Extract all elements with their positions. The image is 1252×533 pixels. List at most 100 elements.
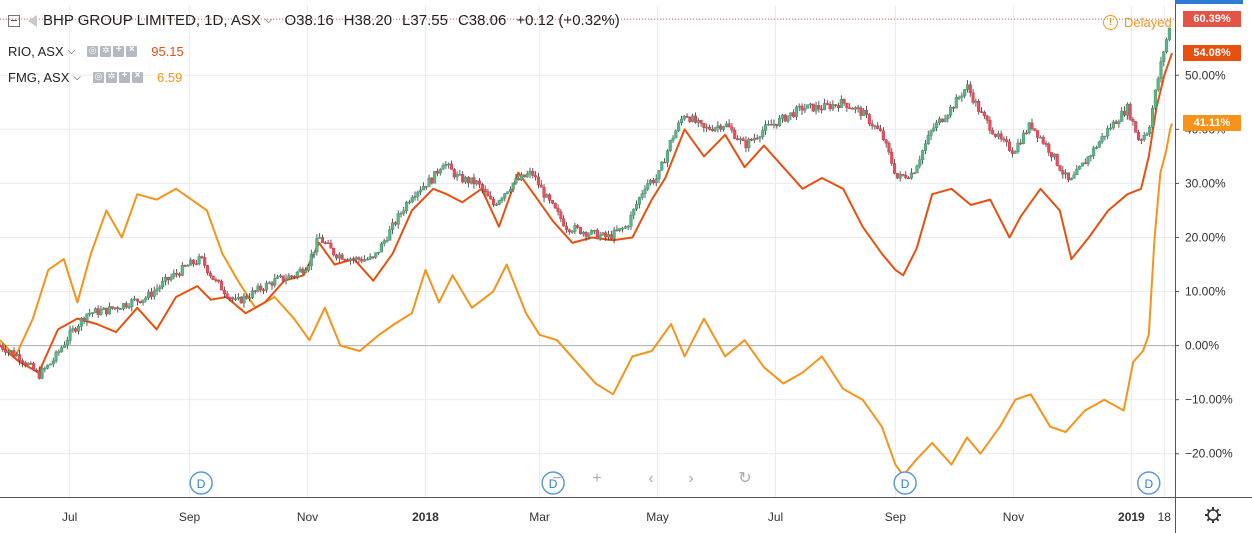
scroll-right-icon[interactable]: › — [688, 470, 694, 487]
candle-body — [595, 229, 599, 239]
dividend-marker[interactable]: D — [541, 471, 565, 495]
candle-body — [391, 222, 395, 230]
candle-body — [842, 99, 846, 104]
candle-body — [441, 165, 445, 170]
settings-gear-icon[interactable] — [1205, 507, 1221, 523]
candle-body — [794, 106, 798, 117]
candle-body — [281, 275, 285, 281]
candle-body — [469, 177, 473, 184]
candle-body — [323, 242, 327, 244]
dividend-marker[interactable]: D — [893, 471, 917, 495]
reset-icon[interactable]: ↻ — [738, 470, 752, 487]
delayed-indicator[interactable]: ! Delayed — [1103, 15, 1172, 30]
candle-body — [1159, 61, 1163, 79]
candle-body — [500, 197, 504, 201]
candle-body — [259, 285, 263, 291]
candle-body — [1117, 121, 1121, 125]
candle-body — [587, 233, 591, 237]
candle-body — [1078, 166, 1082, 170]
candle-body — [937, 118, 941, 123]
candle-body — [578, 227, 583, 235]
candle-body — [1151, 107, 1155, 128]
candle-body — [573, 225, 577, 232]
chevron-down-icon[interactable]: ⌵ — [73, 72, 81, 83]
candle-body — [152, 290, 156, 297]
marker-circle — [189, 471, 213, 495]
candle-body — [1092, 147, 1096, 156]
candle-body — [76, 325, 81, 332]
candle-body — [979, 111, 984, 113]
candle-body — [278, 275, 282, 278]
time-axis[interactable]: Jul Sep Nov 2018 Mar May Jul Sep Nov 2019 18 — [62, 510, 1171, 524]
candle-body — [149, 291, 153, 297]
candle-body — [119, 308, 123, 310]
candle-body — [778, 118, 782, 127]
y-tick-label: 0.00% — [1185, 339, 1219, 353]
candle-body — [929, 130, 933, 136]
candle-body — [99, 309, 103, 315]
flag-icon[interactable] — [28, 14, 37, 27]
candle-body — [954, 97, 958, 109]
candle-body — [562, 218, 566, 227]
candle-body — [733, 130, 737, 139]
gear-icon[interactable] — [100, 45, 112, 57]
chevron-down-icon[interactable]: ⌵ — [264, 15, 273, 26]
compare-symbol[interactable]: RIO, ASX — [8, 44, 64, 59]
symbol-title[interactable]: BHP GROUP LIMITED, 1D, ASX — [43, 12, 261, 29]
collapse-icon[interactable] — [8, 14, 20, 27]
candle-body — [525, 173, 529, 178]
candle-body — [716, 125, 720, 129]
zoom-out-icon[interactable]: − — [552, 470, 562, 487]
candle-body — [203, 257, 207, 266]
price-axis[interactable]: 50.00%40.00%30.00%20.00%10.00%0.00%−10.0… — [1175, 68, 1233, 461]
candle-body — [205, 265, 210, 274]
candle-body — [1122, 110, 1127, 116]
candle-body — [1136, 132, 1141, 140]
close-icon[interactable] — [132, 70, 143, 83]
candle-body — [940, 118, 944, 123]
candle-body — [649, 179, 653, 184]
zoom-in-icon[interactable]: + — [592, 470, 602, 487]
warning-icon: ! — [1103, 15, 1118, 30]
gear-icon[interactable] — [106, 71, 117, 83]
candle-body — [396, 213, 400, 225]
chevron-down-icon[interactable]: ⌵ — [67, 46, 76, 57]
candle-body — [79, 317, 83, 327]
candle-body — [267, 282, 271, 285]
candle-body — [340, 254, 344, 260]
candle-body — [12, 350, 16, 356]
marker-circle — [893, 471, 917, 495]
dividend-marker[interactable]: D — [1137, 471, 1161, 495]
candle-body — [679, 118, 683, 124]
candle-body — [1041, 136, 1045, 144]
candle-body — [222, 289, 226, 295]
plus-icon[interactable] — [119, 70, 130, 83]
candle-body — [1010, 150, 1014, 154]
candle-body — [629, 214, 633, 227]
candle-body — [127, 306, 131, 309]
eye-icon[interactable] — [93, 71, 104, 83]
compare-symbol[interactable]: FMG, ASX — [8, 70, 70, 85]
candle-body — [996, 133, 1000, 137]
candle-body — [65, 340, 69, 346]
candle-body — [1080, 162, 1085, 167]
plus-icon[interactable] — [113, 44, 125, 57]
candle-body — [334, 254, 339, 259]
dividend-marker[interactable]: D — [189, 471, 213, 495]
candle-body — [15, 354, 19, 356]
scroll-left-icon[interactable]: ‹ — [648, 470, 654, 487]
candle-body — [1033, 128, 1037, 131]
candle-body — [601, 232, 605, 236]
candle-body — [646, 183, 650, 190]
candle-body — [522, 174, 526, 178]
candle-body — [1052, 153, 1056, 158]
candle-body — [368, 256, 372, 260]
candle-body — [550, 200, 554, 204]
eye-icon[interactable] — [87, 45, 99, 57]
close-icon[interactable] — [126, 44, 138, 57]
candle-body — [567, 229, 571, 232]
candle-body — [803, 108, 807, 111]
candle-body — [1162, 51, 1166, 62]
